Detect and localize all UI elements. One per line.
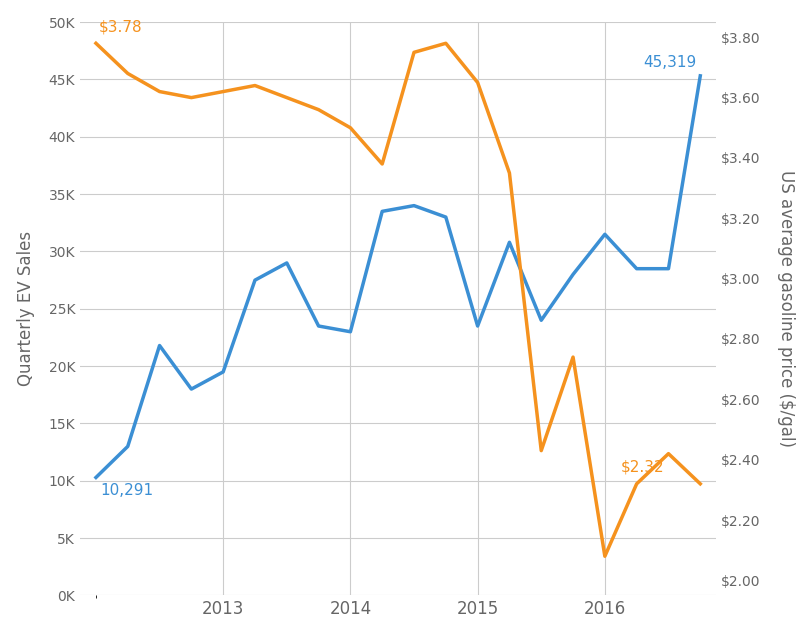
Text: 10,291: 10,291 bbox=[101, 483, 153, 498]
Y-axis label: US average gasoline price ($/gal): US average gasoline price ($/gal) bbox=[776, 170, 794, 447]
Text: 45,319: 45,319 bbox=[642, 55, 695, 70]
Y-axis label: Quarterly EV Sales: Quarterly EV Sales bbox=[17, 231, 35, 386]
Text: $2.32: $2.32 bbox=[620, 460, 663, 475]
Text: $3.78: $3.78 bbox=[99, 19, 143, 34]
